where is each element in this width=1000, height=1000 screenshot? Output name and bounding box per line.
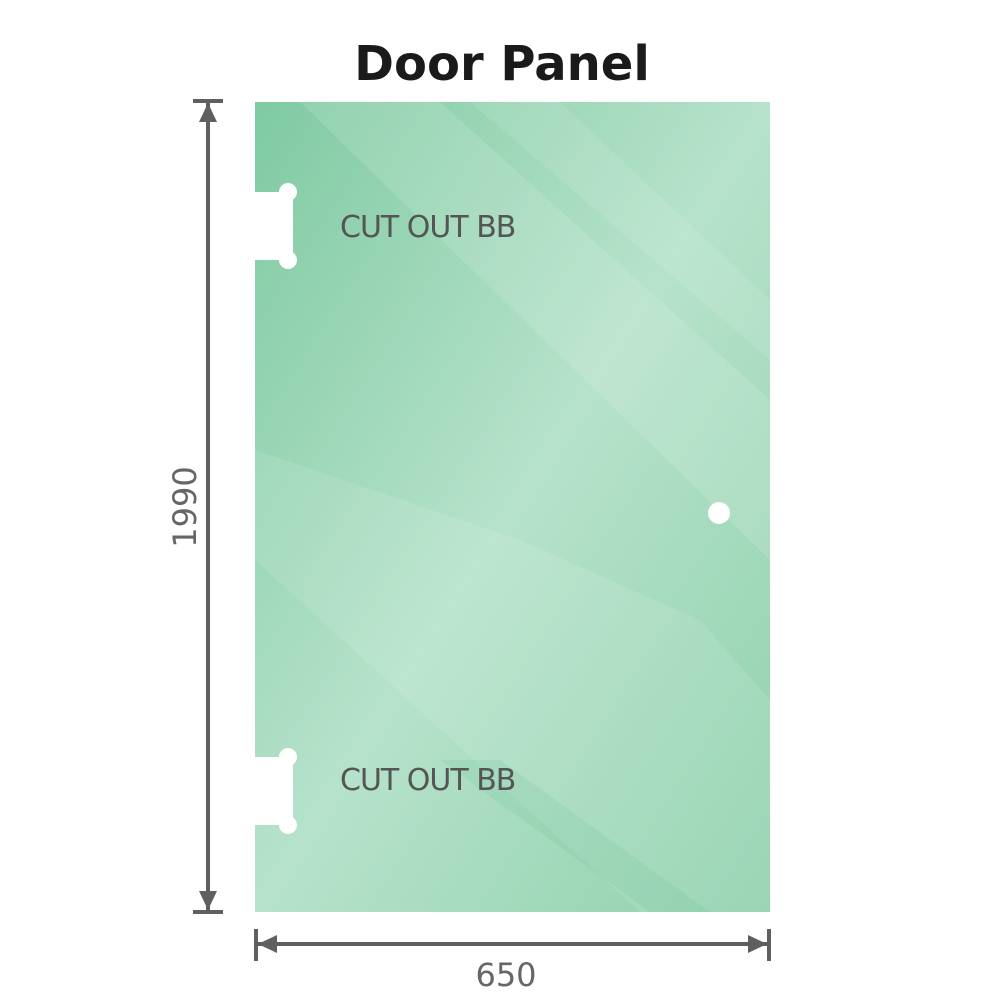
glass-panel xyxy=(255,102,770,912)
glass-reflection xyxy=(470,102,770,360)
width-dimension-line xyxy=(254,929,771,961)
bottom-cutout xyxy=(250,748,297,834)
handle-hole xyxy=(708,502,730,524)
diagram-title: Door Panel xyxy=(354,36,650,92)
glass-reflection xyxy=(255,450,770,912)
top-cutout-label: CUT OUT BB xyxy=(340,210,515,245)
width-dimension-label: 650 xyxy=(475,956,536,994)
height-dimension-line xyxy=(193,99,223,914)
glass-reflection xyxy=(300,102,770,560)
top-cutout xyxy=(250,183,297,269)
bottom-cutout-label: CUT OUT BB xyxy=(340,763,515,798)
height-dimension-label: 1990 xyxy=(166,466,204,547)
glass-reflection xyxy=(440,760,710,912)
